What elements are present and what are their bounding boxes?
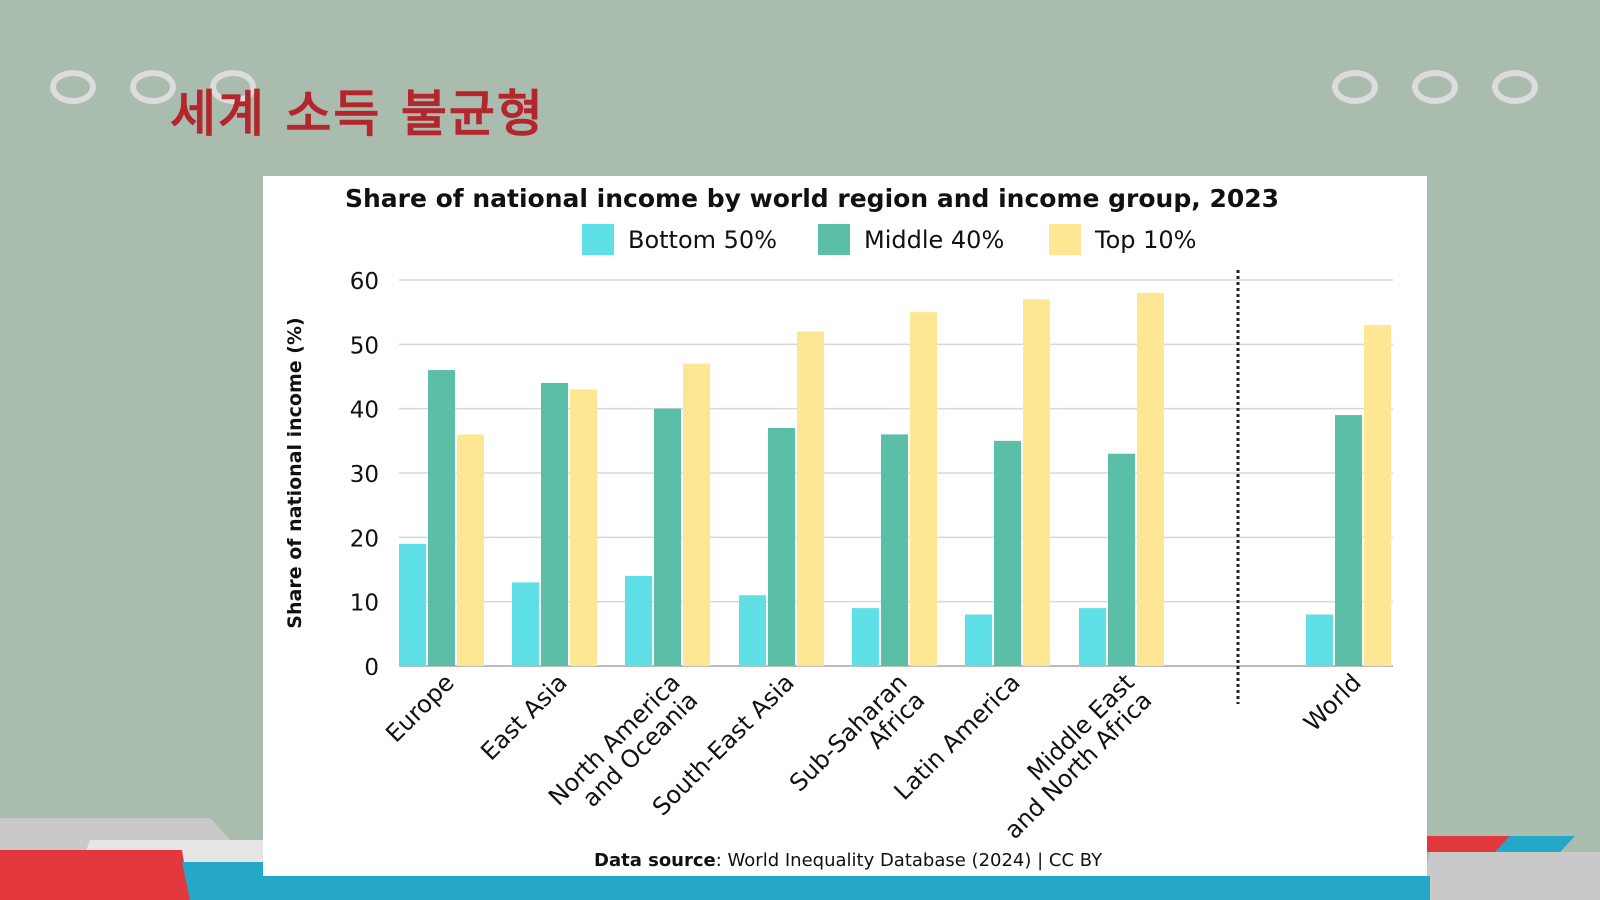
bar <box>625 575 652 666</box>
bar <box>852 608 879 666</box>
bar <box>541 382 568 666</box>
y-tick-label: 30 <box>350 462 379 488</box>
bar <box>428 370 455 666</box>
bar <box>399 543 426 666</box>
bar <box>512 582 539 666</box>
ring-left-1 <box>50 70 96 104</box>
bar <box>881 434 908 666</box>
x-tick-label-line: Europe <box>380 668 459 747</box>
bar <box>768 427 795 666</box>
legend-swatch <box>818 224 850 255</box>
bar <box>994 440 1021 666</box>
x-tick-label: East Asia <box>475 668 572 765</box>
legend-label: Top 10% <box>1094 226 1196 254</box>
data-source-text: Data source: World Inequality Database (… <box>594 850 1103 871</box>
x-tick-label-line: World <box>1298 668 1366 736</box>
bar <box>457 434 484 666</box>
ring-right-1 <box>1332 70 1378 104</box>
bar <box>739 595 766 666</box>
legend-swatch <box>1049 224 1081 255</box>
ring-left-2 <box>130 70 176 104</box>
y-tick-label: 40 <box>350 398 379 424</box>
x-tick-label: World <box>1298 668 1366 736</box>
chart-panel: Share of national income by world region… <box>263 176 1427 876</box>
y-tick-label: 0 <box>364 655 379 681</box>
legend-label: Bottom 50% <box>628 226 777 254</box>
y-axis-label: Share of national income (%) <box>284 317 306 628</box>
ring-left-3 <box>210 70 256 104</box>
x-tick-label: Europe <box>380 668 459 747</box>
bar <box>683 363 710 666</box>
y-tick-label: 20 <box>350 526 379 552</box>
bar <box>1108 453 1135 666</box>
legend-item: Top 10% <box>1049 224 1196 255</box>
data-source-value: : World Inequality Database (2024) | CC … <box>716 850 1103 871</box>
chart-title: Share of national income by world region… <box>345 184 1279 213</box>
bar <box>570 389 597 666</box>
y-tick-label: 50 <box>350 333 379 359</box>
ring-right-3 <box>1492 70 1538 104</box>
legend-swatch <box>582 224 614 255</box>
legend-item: Bottom 50% <box>582 224 777 255</box>
bar <box>1335 415 1362 666</box>
ring-right-2 <box>1412 70 1458 104</box>
bar <box>1023 299 1050 666</box>
bar <box>654 408 681 666</box>
bar <box>910 312 937 666</box>
bar <box>1364 325 1391 666</box>
bar <box>1137 292 1164 666</box>
y-tick-label: 60 <box>350 269 379 295</box>
legend-item: Middle 40% <box>818 224 1004 255</box>
data-source-label: Data source <box>594 850 716 871</box>
bar <box>1306 614 1333 666</box>
bar <box>965 614 992 666</box>
slide-title: 세계 소득 불균형 <box>170 85 545 143</box>
bar <box>1079 608 1106 666</box>
legend-label: Middle 40% <box>864 226 1004 254</box>
y-tick-label: 10 <box>350 591 379 617</box>
x-tick-label-line: East Asia <box>475 668 572 765</box>
bar <box>797 331 824 666</box>
chart: Share of national income by world region… <box>284 184 1393 871</box>
